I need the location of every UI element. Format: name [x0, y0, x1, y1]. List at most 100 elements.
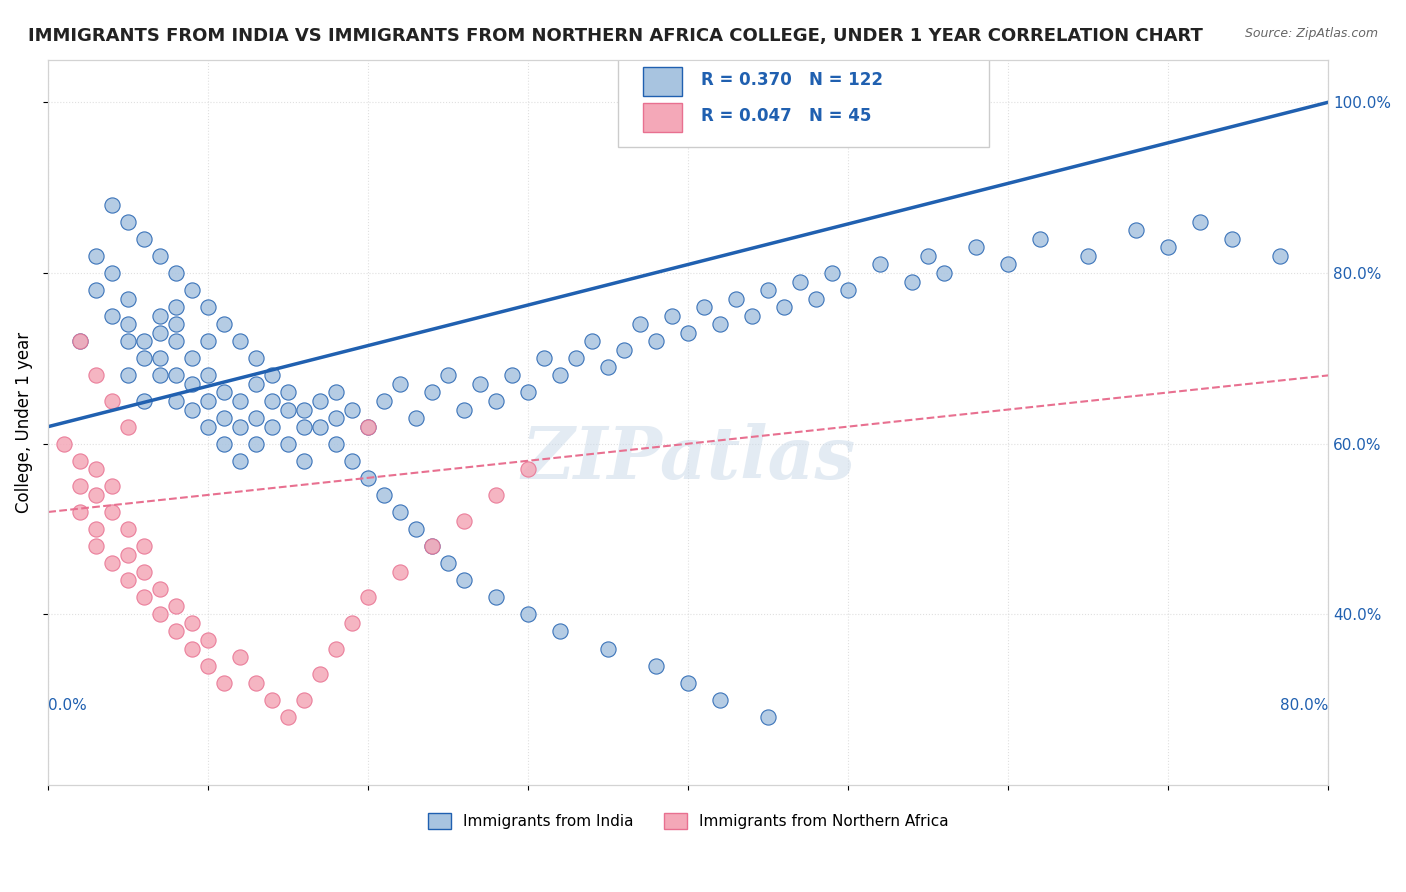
Text: 80.0%: 80.0% — [1279, 698, 1329, 713]
Point — [214, 317, 236, 331]
Point — [1189, 215, 1212, 229]
Point — [645, 658, 668, 673]
Point — [197, 394, 219, 409]
Point — [165, 300, 187, 314]
Point — [517, 385, 540, 400]
Point — [741, 309, 763, 323]
Point — [197, 334, 219, 349]
Point — [214, 385, 236, 400]
Point — [357, 591, 380, 605]
Point — [821, 266, 844, 280]
Point — [309, 667, 332, 681]
Point — [342, 454, 364, 468]
Point — [357, 419, 380, 434]
Point — [262, 368, 284, 383]
Point — [84, 249, 107, 263]
Point — [357, 471, 380, 485]
Point — [437, 368, 460, 383]
Point — [901, 275, 924, 289]
Point — [676, 675, 699, 690]
Point — [101, 505, 124, 519]
Point — [756, 283, 779, 297]
Point — [917, 249, 939, 263]
Point — [69, 479, 91, 493]
Point — [292, 454, 315, 468]
Point — [389, 376, 412, 391]
Point — [470, 376, 492, 391]
Point — [181, 376, 204, 391]
Point — [84, 488, 107, 502]
Point — [165, 624, 187, 639]
Point — [117, 368, 139, 383]
Point — [117, 334, 139, 349]
Point — [325, 641, 347, 656]
Point — [84, 283, 107, 297]
Point — [181, 402, 204, 417]
Point — [84, 462, 107, 476]
Point — [245, 675, 267, 690]
Point — [693, 300, 716, 314]
Point — [165, 368, 187, 383]
Point — [84, 539, 107, 553]
Point — [565, 351, 588, 366]
Point — [277, 385, 299, 400]
Point — [709, 317, 731, 331]
Text: ZIPatlas: ZIPatlas — [522, 423, 855, 494]
Point — [405, 522, 427, 536]
Point — [997, 257, 1019, 271]
Point — [1268, 249, 1291, 263]
Point — [773, 300, 796, 314]
Point — [117, 419, 139, 434]
Point — [581, 334, 603, 349]
Point — [277, 436, 299, 450]
Point — [277, 402, 299, 417]
Point — [342, 615, 364, 630]
Point — [101, 394, 124, 409]
Point — [245, 436, 267, 450]
Point — [117, 548, 139, 562]
Point — [420, 539, 443, 553]
Point — [101, 556, 124, 570]
Point — [101, 266, 124, 280]
Text: R = 0.370   N = 122: R = 0.370 N = 122 — [702, 70, 883, 89]
Point — [357, 419, 380, 434]
Point — [389, 505, 412, 519]
Point — [229, 394, 252, 409]
Point — [165, 317, 187, 331]
Point — [645, 334, 668, 349]
Point — [453, 514, 475, 528]
Point — [453, 574, 475, 588]
Point — [661, 309, 683, 323]
FancyBboxPatch shape — [617, 53, 988, 146]
Point — [373, 394, 395, 409]
Point — [197, 658, 219, 673]
Point — [725, 292, 748, 306]
Point — [245, 411, 267, 425]
Point — [325, 411, 347, 425]
Point — [149, 351, 172, 366]
Point — [420, 539, 443, 553]
Point — [628, 317, 651, 331]
Point — [53, 436, 76, 450]
Point — [117, 215, 139, 229]
Point — [149, 326, 172, 340]
Point — [789, 275, 811, 289]
Point — [149, 607, 172, 622]
Point — [245, 351, 267, 366]
Point — [309, 394, 332, 409]
Point — [292, 692, 315, 706]
Point — [517, 607, 540, 622]
Point — [117, 292, 139, 306]
Point — [1125, 223, 1147, 237]
Point — [134, 232, 156, 246]
Point — [134, 334, 156, 349]
Point — [262, 692, 284, 706]
Point — [197, 419, 219, 434]
Point — [437, 556, 460, 570]
Point — [84, 522, 107, 536]
Point — [709, 692, 731, 706]
Point — [533, 351, 555, 366]
Point — [965, 240, 987, 254]
Point — [69, 334, 91, 349]
Point — [453, 402, 475, 417]
